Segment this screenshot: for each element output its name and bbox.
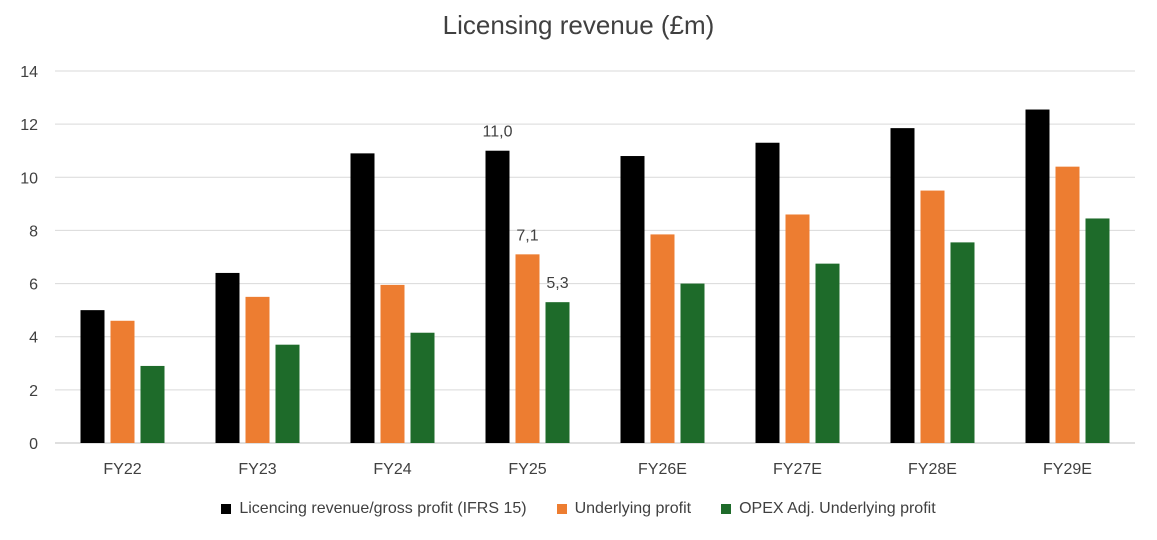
x-tick-label: FY26E (638, 461, 687, 478)
y-tick-label: 0 (29, 436, 38, 453)
bar-fy22-series-1 (80, 310, 105, 443)
legend-label: Underlying profit (574, 500, 692, 517)
legend: Licencing revenue/gross profit (IFRS 15)… (0, 500, 1157, 518)
x-axis-ticks: FY22 FY23 FY24 FY25 FY26E FY27E FY28E FY29E (103, 461, 1092, 478)
bar-fy27e-series-3 (815, 263, 840, 443)
bar-fy24-series-1 (350, 153, 375, 443)
bar-fy27e-series-2 (785, 214, 810, 443)
bar-fy24-series-3 (410, 332, 435, 443)
data-label: 11,0 (483, 124, 513, 141)
bar-fy29e-series-3 (1085, 218, 1110, 443)
bar-fy28e-series-3 (950, 242, 975, 443)
x-tick-label: FY24 (373, 461, 411, 478)
bar-fy25-series-2 (515, 254, 540, 443)
bars (80, 109, 1110, 444)
y-tick-label: 12 (20, 117, 38, 134)
bar-fy25-series-3 (545, 302, 570, 443)
bar-fy29e-series-1 (1025, 109, 1050, 444)
x-tick-label: FY28E (908, 461, 957, 478)
data-labels: 11,0 7,1 5,3 (483, 124, 569, 292)
x-tick-label: FY29E (1043, 461, 1092, 478)
bar-fy27e-series-1 (755, 142, 780, 443)
legend-item: Underlying profit (556, 500, 692, 518)
y-tick-label: 4 (29, 330, 38, 347)
chart-title: Licensing revenue (£m) (442, 10, 715, 40)
bar-fy23-series-1 (215, 272, 240, 443)
legend-label: Licencing revenue/gross profit (IFRS 15) (239, 500, 527, 517)
x-tick-label: FY27E (773, 461, 822, 478)
legend-swatch (556, 504, 567, 514)
bar-fy23-series-3 (275, 344, 300, 443)
bar-fy28e-series-1 (890, 128, 915, 443)
y-tick-label: 8 (29, 223, 38, 240)
data-label: 5,3 (546, 275, 568, 292)
bar-fy22-series-3 (140, 365, 165, 443)
legend-label: OPEX Adj. Underlying profit (739, 500, 936, 517)
bar-fy25-series-1 (485, 150, 510, 443)
x-tick-label: FY25 (508, 461, 546, 478)
bar-fy28e-series-2 (920, 190, 945, 443)
bar-fy26e-series-1 (620, 156, 645, 443)
legend-item: Licencing revenue/gross profit (IFRS 15) (221, 500, 527, 518)
y-tick-label: 6 (29, 277, 38, 294)
y-axis-ticks: 0 2 4 6 8 10 12 14 (20, 64, 38, 453)
y-tick-label: 10 (20, 170, 38, 187)
bar-fy26e-series-3 (680, 283, 705, 443)
y-tick-label: 2 (29, 383, 38, 400)
legend-item: OPEX Adj. Underlying profit (721, 500, 936, 518)
bar-fy24-series-2 (380, 284, 405, 443)
bar-fy23-series-2 (245, 296, 270, 443)
data-label: 7,1 (516, 227, 538, 244)
x-tick-label: FY23 (238, 461, 276, 478)
bar-fy26e-series-2 (650, 234, 675, 443)
x-tick-label: FY22 (103, 461, 141, 478)
legend-swatch (221, 504, 232, 514)
y-tick-label: 14 (20, 64, 38, 81)
legend-swatch (721, 504, 732, 514)
bar-fy22-series-2 (110, 320, 135, 443)
bar-fy29e-series-2 (1055, 166, 1080, 443)
